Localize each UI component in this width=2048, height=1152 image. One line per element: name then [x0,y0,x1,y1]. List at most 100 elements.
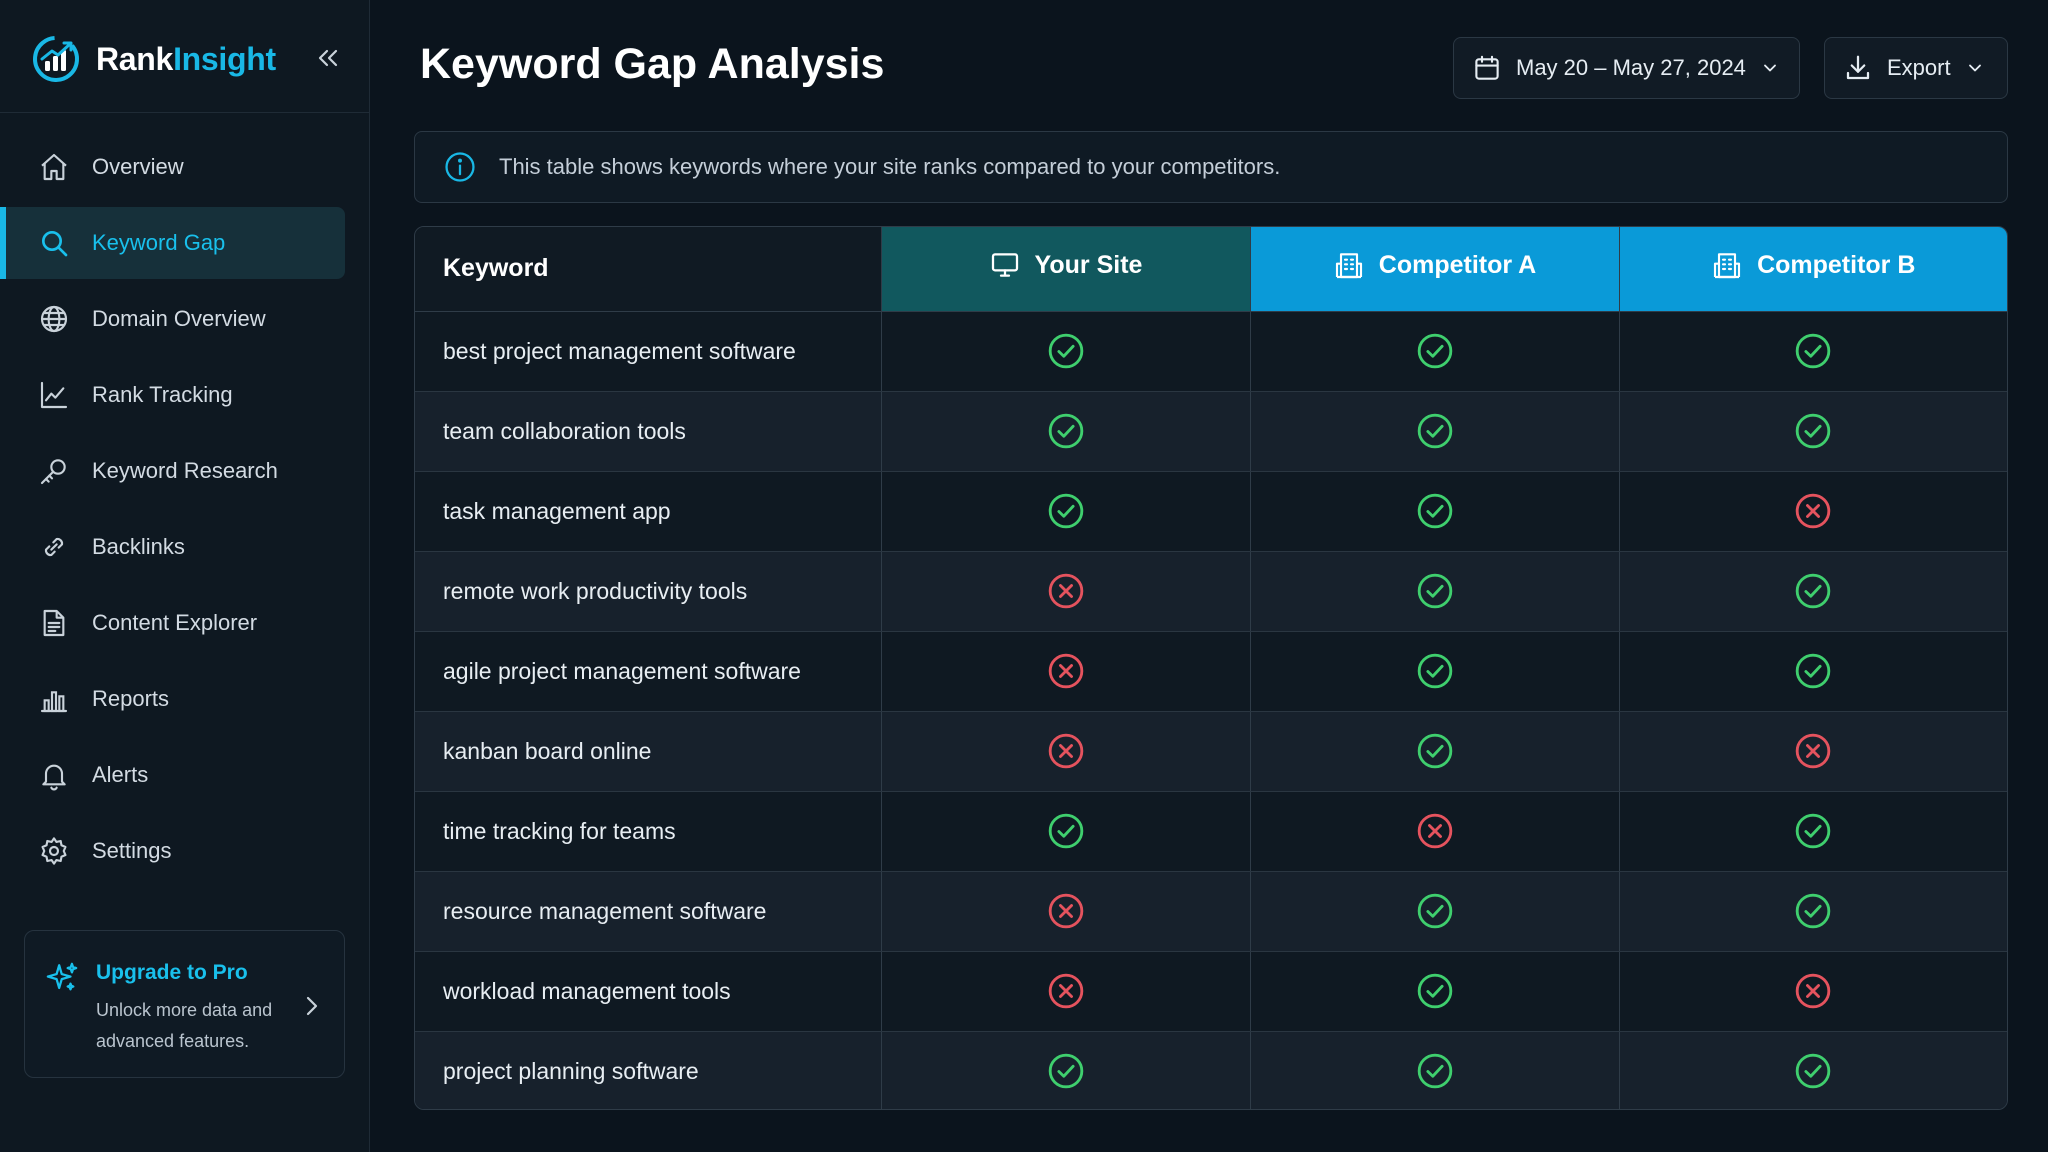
column-header-your-site[interactable]: Your Site [881,227,1251,312]
check-circle-icon [1794,652,1832,690]
column-header-keyword[interactable]: Keyword [415,227,882,312]
x-circle-icon [1416,812,1454,850]
download-icon [1846,55,1870,80]
sparkle-icon [46,962,78,991]
check-circle-icon [1416,652,1454,690]
check-circle-icon [1047,412,1085,450]
sidebar-item-keyword-research[interactable]: Keyword Research [0,435,345,507]
chevron-down-icon [1764,64,1776,72]
sidebar-item-keyword-gap[interactable]: Keyword Gap [0,207,345,279]
table-row[interactable]: remote work productivity tools [415,551,2007,632]
status-cell-your-site [881,791,1251,872]
status-cell-your-site [881,1031,1251,1109]
date-range-label: May 20 – May 27, 2024 [1516,55,1746,80]
status-cell-competitor-a [1250,1031,1620,1109]
sidebar-item-label: Alerts [92,762,149,787]
key-icon [38,455,70,487]
status-cell-competitor-a [1250,471,1620,552]
status-cell-competitor-b [1619,551,2007,632]
check-circle-icon [1416,1052,1454,1090]
keyword-cell: task management app [415,471,882,552]
status-cell-your-site [881,711,1251,792]
table-row[interactable]: best project management software [415,311,2007,392]
column-header-label: Your Site [1034,250,1143,279]
table-row[interactable]: workload management tools [415,951,2007,1032]
sidebar-item-label: Overview [92,154,184,179]
keyword-cell: project planning software [415,1031,882,1109]
sidebar-item-settings[interactable]: Settings [0,815,345,887]
export-button[interactable]: Export [1824,37,2008,99]
building-icon [1335,253,1362,279]
status-cell-competitor-a [1250,951,1620,1032]
sidebar-item-domain-overview[interactable]: Domain Overview [0,283,345,355]
column-header-label: Competitor A [1378,250,1537,279]
export-label: Export [1887,55,1951,80]
bar-chart-icon [38,683,70,715]
page-title: Keyword Gap Analysis [420,40,885,88]
upgrade-title: Upgrade to Pro [96,961,248,984]
bell-icon [38,759,70,791]
check-circle-icon [1794,332,1832,370]
sidebar-item-alerts[interactable]: Alerts [0,739,345,811]
sidebar-item-overview[interactable]: Overview [0,131,345,203]
sidebar-nav: Overview Keyword Gap Domain Overview Ran… [0,131,369,891]
keyword-cell: resource management software [415,871,882,952]
sidebar-divider [0,112,369,113]
status-cell-competitor-a [1250,791,1620,872]
x-circle-icon [1047,892,1085,930]
upgrade-card[interactable]: Upgrade to Pro Unlock more data and adva… [24,930,345,1078]
brand-name: RankInsight [96,40,276,77]
status-cell-competitor-b [1619,1031,2007,1109]
check-circle-icon [1794,812,1832,850]
table-row[interactable]: project planning software [415,1031,2007,1109]
keyword-cell: best project management software [415,311,882,392]
x-circle-icon [1047,732,1085,770]
keyword-cell: workload management tools [415,951,882,1032]
table-row[interactable]: resource management software [415,871,2007,952]
x-circle-icon [1794,492,1832,530]
sidebar-item-backlinks[interactable]: Backlinks [0,511,345,583]
table-row[interactable]: kanban board online [415,711,2007,792]
sidebar-item-rank-tracking[interactable]: Rank Tracking [0,359,345,431]
table-row[interactable]: task management app [415,471,2007,552]
check-circle-icon [1416,732,1454,770]
status-cell-competitor-b [1619,711,2007,792]
building-icon [1714,253,1741,279]
collapse-sidebar-button[interactable] [312,40,344,76]
check-circle-icon [1416,492,1454,530]
sidebar: RankInsight Overview Keyword Gap Domain … [0,0,370,1152]
x-circle-icon [1794,972,1832,1010]
status-cell-your-site [881,871,1251,952]
status-cell-your-site [881,551,1251,632]
link-icon [38,531,70,563]
chevrons-left-icon [318,49,338,67]
check-circle-icon [1416,572,1454,610]
check-circle-icon [1416,972,1454,1010]
table-row[interactable]: time tracking for teams [415,791,2007,872]
document-icon [38,607,70,639]
status-cell-competitor-b [1619,951,2007,1032]
sidebar-item-reports[interactable]: Reports [0,663,345,735]
status-cell-your-site [881,391,1251,472]
status-cell-competitor-a [1250,871,1620,952]
x-circle-icon [1047,972,1085,1010]
table-row[interactable]: agile project management software [415,631,2007,712]
column-header-label: Competitor B [1757,250,1916,279]
status-cell-competitor-b [1619,631,2007,712]
check-circle-icon [1416,892,1454,930]
date-range-picker[interactable]: May 20 – May 27, 2024 [1453,37,1800,99]
status-cell-competitor-a [1250,551,1620,632]
sidebar-item-label: Settings [92,838,172,863]
status-cell-your-site [881,311,1251,392]
keyword-cell: remote work productivity tools [415,551,882,632]
column-header-competitor-a[interactable]: Competitor A [1250,227,1620,312]
status-cell-competitor-b [1619,471,2007,552]
check-circle-icon [1416,412,1454,450]
check-circle-icon [1047,332,1085,370]
column-header-competitor-b[interactable]: Competitor B [1619,227,2007,312]
table-row[interactable]: team collaboration tools [415,391,2007,472]
brand[interactable]: RankInsight [30,30,276,88]
info-text: This table shows keywords where your sit… [499,154,1281,179]
sidebar-item-content-explorer[interactable]: Content Explorer [0,587,345,659]
status-cell-your-site [881,471,1251,552]
